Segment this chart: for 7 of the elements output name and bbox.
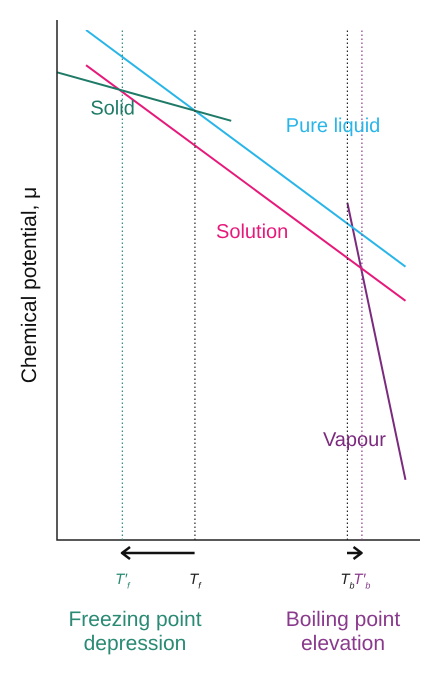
text: Boiling point elevation [284, 608, 402, 656]
series-label: Solution [216, 221, 288, 244]
series-label: Vapour [322, 429, 386, 452]
series-label: Solid [90, 97, 135, 120]
text: Freezing point depression [67, 608, 203, 656]
y-axis-title: Chemical potential, μ [18, 186, 41, 384]
series-label: Pure liquid [286, 114, 380, 137]
